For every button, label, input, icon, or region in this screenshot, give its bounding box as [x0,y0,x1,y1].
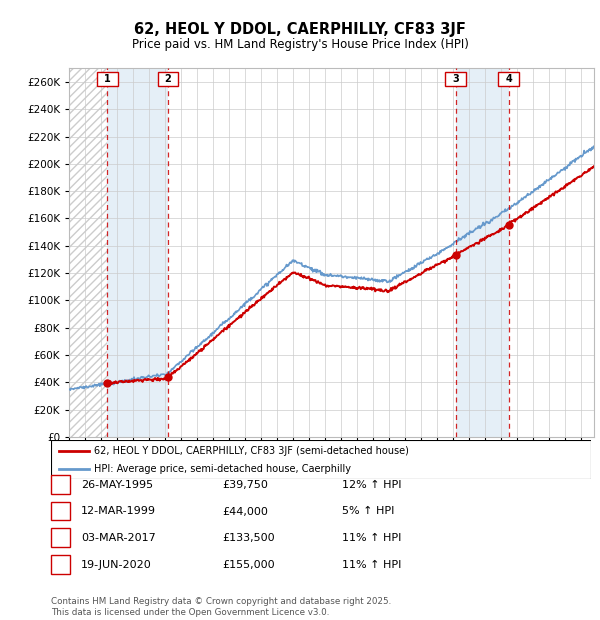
Text: HPI: Average price, semi-detached house, Caerphilly: HPI: Average price, semi-detached house,… [94,464,351,474]
Text: 5% ↑ HPI: 5% ↑ HPI [342,507,394,516]
Text: 3: 3 [452,74,459,84]
FancyBboxPatch shape [51,440,591,479]
Text: 4: 4 [56,560,65,570]
Text: 19-JUN-2020: 19-JUN-2020 [81,560,152,570]
Text: £133,500: £133,500 [222,533,275,543]
FancyBboxPatch shape [158,73,178,86]
Text: 11% ↑ HPI: 11% ↑ HPI [342,533,401,543]
Bar [107,68,168,437]
Text: 11% ↑ HPI: 11% ↑ HPI [342,560,401,570]
Text: 4: 4 [505,74,512,84]
Text: £44,000: £44,000 [222,507,268,516]
Text: 1: 1 [104,74,110,84]
Text: 62, HEOL Y DDOL, CAERPHILLY, CF83 3JF (semi-detached house): 62, HEOL Y DDOL, CAERPHILLY, CF83 3JF (s… [94,446,409,456]
Text: Price paid vs. HM Land Registry's House Price Index (HPI): Price paid vs. HM Land Registry's House … [131,38,469,51]
Text: 12% ↑ HPI: 12% ↑ HPI [342,480,401,490]
Text: 2: 2 [57,507,64,516]
Bar [456,68,509,437]
Text: £155,000: £155,000 [222,560,275,570]
FancyBboxPatch shape [498,73,519,86]
FancyBboxPatch shape [97,73,118,86]
FancyBboxPatch shape [445,73,466,86]
Text: 3: 3 [57,533,64,543]
Text: 12-MAR-1999: 12-MAR-1999 [81,507,156,516]
Text: 1: 1 [57,480,64,490]
Text: 03-MAR-2017: 03-MAR-2017 [81,533,156,543]
Text: Contains HM Land Registry data © Crown copyright and database right 2025.
This d: Contains HM Land Registry data © Crown c… [51,598,391,617]
Text: 2: 2 [165,74,172,84]
Bar [69,68,107,437]
Text: £39,750: £39,750 [222,480,268,490]
Text: 62, HEOL Y DDOL, CAERPHILLY, CF83 3JF: 62, HEOL Y DDOL, CAERPHILLY, CF83 3JF [134,22,466,37]
Text: 26-MAY-1995: 26-MAY-1995 [81,480,153,490]
